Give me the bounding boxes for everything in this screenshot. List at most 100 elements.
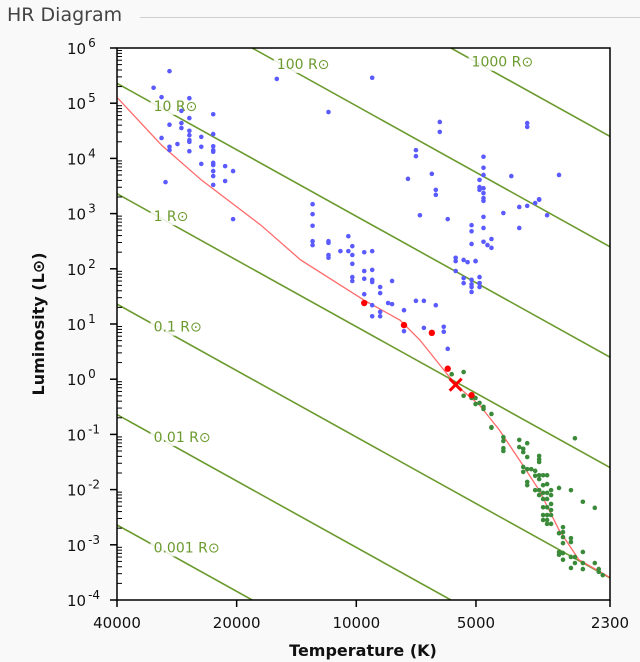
nearby-star-point [548, 492, 554, 498]
nearby-star-point [481, 406, 486, 412]
bright-star-point [524, 120, 530, 126]
bright-star-point [310, 238, 315, 244]
bright-star-point [179, 125, 184, 131]
bright-star-point [369, 75, 375, 81]
y-tick-label: 10 3 [67, 202, 96, 224]
nearby-star-point [540, 490, 546, 496]
y-tick-label: 10 0 [67, 367, 96, 389]
bright-star-point [516, 204, 522, 210]
bright-star-point [187, 139, 192, 145]
bright-star-point [453, 268, 458, 274]
radius-line-label: 0.1 R⊙ [154, 320, 202, 336]
radius-line [117, 524, 253, 600]
bright-star-point [556, 172, 562, 178]
nearby-star-point [536, 487, 542, 493]
bright-star-point [369, 302, 375, 308]
nearby-star-point [560, 540, 566, 546]
y-tick-label: 10 2 [67, 257, 96, 279]
bright-star-point [461, 280, 466, 286]
bright-star-point [516, 225, 522, 231]
bright-star-point [405, 176, 411, 182]
panel-title: HR Diagram [7, 4, 129, 26]
nearby-star-point [501, 434, 506, 440]
radius-line-label: 0.001 R⊙ [154, 540, 220, 556]
bright-star-point [346, 248, 351, 254]
bright-star-point [346, 233, 351, 239]
bright-star-point [350, 274, 355, 280]
bright-star-point [187, 115, 192, 121]
nearby-star-point [568, 554, 574, 560]
bright-star-point [222, 178, 228, 184]
bright-star-point [361, 249, 367, 255]
radius-label-background [273, 56, 333, 73]
nearby-star-point [548, 521, 554, 527]
nearby-star-point [501, 438, 506, 444]
nearby-star-point [556, 530, 562, 536]
bright-star-point [210, 111, 216, 117]
bright-star-point [453, 255, 458, 261]
nearby-star-point [449, 371, 454, 377]
radius-label-background [468, 54, 537, 71]
radius-line-label: 0.01 R⊙ [154, 430, 211, 446]
y-tick-label: 10 4 [67, 146, 96, 168]
bright-star-point [445, 346, 451, 352]
bright-star-point [401, 307, 407, 313]
bright-star-point [159, 94, 164, 100]
bright-star-point [210, 182, 216, 188]
nearby-star-point [536, 476, 542, 482]
bright-star-point [481, 225, 486, 231]
y-tick-label: 10 -1 [67, 422, 100, 444]
nearby-star-point [540, 496, 546, 502]
bright-star-point [417, 212, 423, 218]
nearby-star-point [524, 482, 530, 488]
nearby-star-point [568, 539, 574, 545]
bright-star-point [465, 259, 470, 265]
nearby-star-point [540, 472, 546, 478]
bright-star-point [489, 245, 494, 251]
nearby-star-point [544, 481, 550, 487]
bright-star-point [338, 248, 343, 254]
bright-star-point [481, 154, 486, 160]
nearby-star-point [544, 521, 550, 527]
bright-star-point [361, 291, 367, 297]
bright-star-point [477, 280, 482, 286]
nearby-star-point [536, 492, 542, 498]
bright-star-point [151, 85, 156, 91]
bright-star-point [385, 300, 391, 306]
bright-star-point [469, 228, 474, 234]
nearby-star-point [568, 487, 574, 493]
highlight-star-point [400, 321, 408, 329]
nearby-star-point [461, 393, 466, 399]
bright-star-point [230, 216, 236, 222]
nearby-star-point [501, 448, 506, 454]
radius-label-background [150, 319, 205, 336]
nearby-star-point [544, 504, 550, 510]
bright-star-point [481, 198, 486, 204]
bright-star-point [489, 236, 494, 242]
nearby-star-point [580, 560, 586, 566]
bright-star-point [481, 172, 486, 178]
nearby-star-point [572, 554, 578, 560]
nearby-star-point [477, 400, 482, 406]
bright-star-point [230, 168, 236, 174]
radius-line-label: 10 R⊙ [154, 99, 198, 115]
bright-star-point [461, 275, 466, 281]
nearby-star-point [592, 560, 598, 566]
nearby-star-point [568, 565, 574, 571]
bright-star-point [369, 248, 375, 254]
nearby-star-point [520, 446, 526, 452]
nearby-star-point [560, 524, 566, 530]
bright-star-point [453, 258, 458, 264]
nearby-star-point [560, 534, 566, 540]
bright-star-point [481, 239, 486, 245]
bright-star-point [421, 325, 427, 331]
bright-star-point [437, 129, 443, 135]
nearby-star-point [524, 466, 530, 472]
nearby-star-point [544, 517, 550, 523]
y-tick-label: 10 1 [67, 312, 96, 334]
bright-star-point [274, 76, 280, 82]
bright-star-point [413, 153, 419, 159]
bright-star-point [326, 255, 331, 261]
bright-star-point [369, 313, 375, 319]
